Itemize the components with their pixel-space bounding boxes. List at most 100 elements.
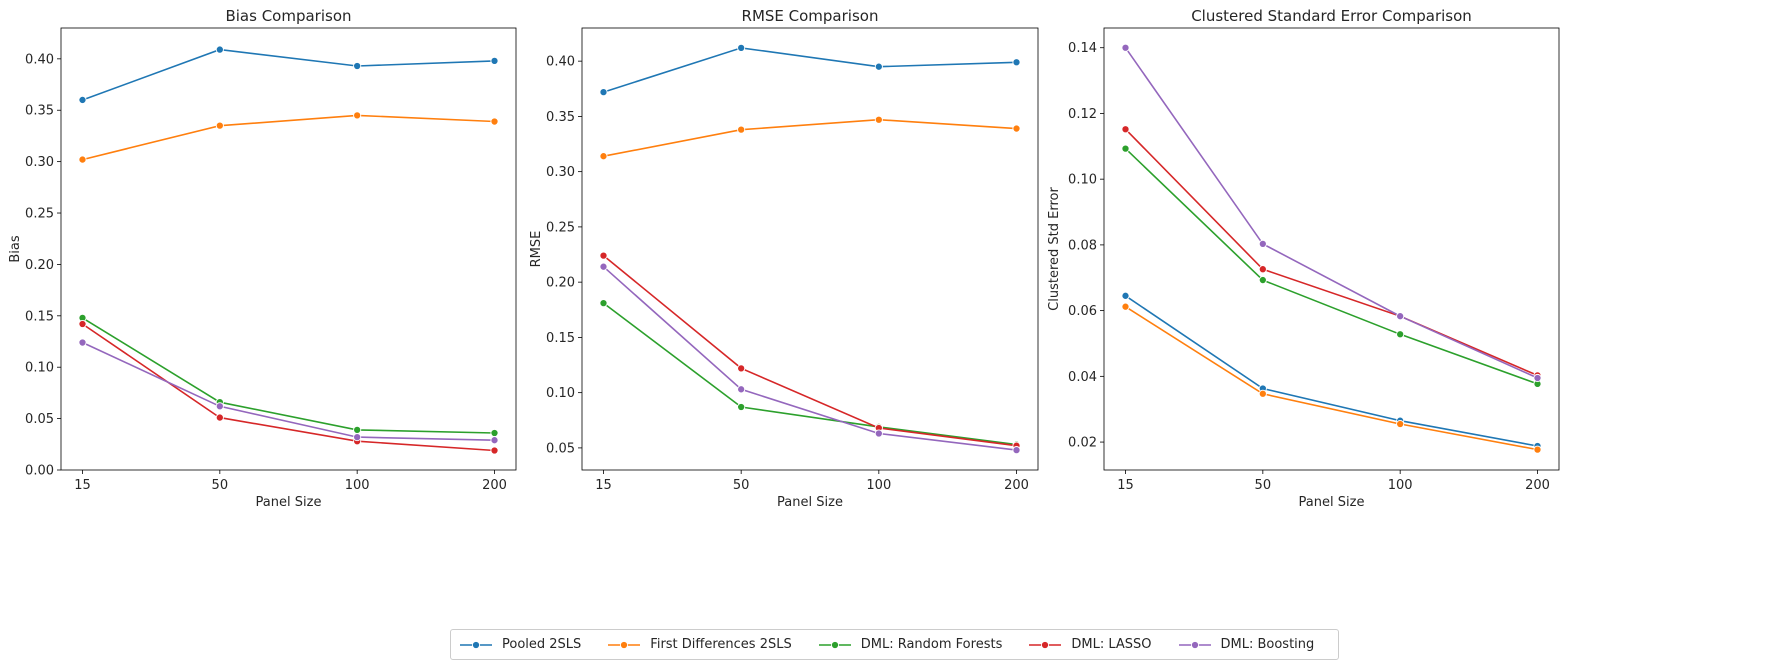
data-point [1012, 124, 1021, 133]
legend-label: First Differences 2SLS [650, 637, 792, 652]
data-point [1121, 291, 1130, 300]
series-line-3 [1124, 148, 1538, 385]
y-tick-label: 0.05 [546, 441, 575, 456]
y-tick-label: 0.02 [1068, 436, 1097, 451]
data-point [1258, 265, 1267, 274]
data-point [490, 428, 499, 438]
legend-label: Pooled 2SLS [502, 637, 582, 652]
x-tick-label: 100 [1388, 478, 1413, 493]
series-line-1 [82, 48, 495, 101]
x-tick-label: 100 [345, 478, 370, 493]
x-tick-label: 15 [1117, 478, 1134, 493]
y-tick-label: 0.05 [25, 412, 54, 427]
legend-item: DML: Boosting [1178, 637, 1315, 652]
legend-label: DML: Boosting [1220, 637, 1315, 652]
data-point [490, 446, 499, 455]
x-axis-label: Panel Size [1299, 495, 1365, 510]
y-axis-label: Bias [8, 235, 23, 262]
data-point [490, 56, 499, 65]
data-point [78, 95, 87, 105]
legend-item: Pooled 2SLS [459, 637, 581, 652]
series-line-4 [602, 254, 1017, 447]
data-point [353, 61, 362, 71]
legend-item: DML: LASSO [1028, 637, 1152, 652]
x-tick-label: 50 [212, 478, 229, 493]
data-point [1012, 58, 1021, 67]
data-point [215, 45, 224, 54]
x-tick-label: 100 [866, 478, 891, 493]
data-point [737, 385, 746, 394]
legend-swatch [1178, 640, 1211, 649]
data-point [490, 436, 499, 445]
series-line-4 [1124, 128, 1538, 377]
data-point [599, 299, 608, 308]
data-point [215, 413, 224, 422]
data-point [1396, 312, 1405, 321]
series-line-1 [1125, 295, 1538, 447]
y-tick-label: 0.25 [546, 220, 575, 235]
x-tick-label: 50 [733, 478, 750, 493]
y-axis-label: RMSE [529, 231, 544, 268]
legend-item: DML: Random Forests [818, 637, 1002, 652]
legend-swatch [608, 640, 641, 649]
data-point [599, 88, 608, 97]
legend-swatch [460, 640, 492, 649]
y-axis-label: Clustered Std Error [1047, 187, 1062, 311]
data-point [1121, 144, 1130, 153]
y-tick-label: 0.08 [1068, 238, 1097, 253]
data-point [353, 111, 362, 120]
chart-panel-1: Bias Comparison 15 50 100 200 0.00 0.05 0.10 0.1… [8, 7, 517, 510]
legend: Pooled 2SLS First Differences 2SLS DML: Ra… [450, 629, 1339, 660]
y-tick-label: 0.10 [25, 361, 54, 376]
data-point [1396, 419, 1405, 429]
series-line-5 [1124, 47, 1538, 379]
data-point [599, 152, 608, 161]
data-point [1012, 446, 1021, 455]
y-tick-label: 0.35 [25, 104, 54, 119]
data-point [490, 117, 499, 126]
chart-panel-3: Clustered Standard Error Comparison 15 50 1… [1047, 7, 1560, 510]
y-tick-label: 0.30 [25, 155, 54, 170]
x-tick-label: 15 [74, 478, 91, 493]
axes-frame [60, 27, 517, 471]
axes-frame [1103, 27, 1560, 471]
data-point [78, 338, 87, 347]
series-line-2 [82, 114, 495, 161]
y-tick-label: 0.14 [1068, 41, 1097, 56]
data-point [737, 125, 746, 134]
data-point [1258, 276, 1267, 285]
data-point [1258, 389, 1267, 398]
y-tick-label: 0.40 [25, 52, 54, 67]
axes-frame [581, 27, 1039, 471]
data-point [737, 43, 746, 52]
series-line-2 [1125, 306, 1538, 451]
series-line-3 [603, 302, 1017, 446]
legend-swatch [818, 640, 851, 649]
x-tick-label: 50 [1255, 478, 1272, 493]
x-tick-label: 200 [1525, 478, 1550, 493]
y-tick-label: 0.30 [546, 165, 575, 180]
series-line-5 [82, 341, 495, 441]
chart-title: Bias Comparison [225, 7, 351, 25]
data-point [874, 115, 883, 124]
data-point [599, 262, 608, 271]
y-tick-label: 0.06 [1068, 304, 1097, 319]
legend-swatch [1029, 640, 1062, 649]
data-point [1533, 373, 1542, 383]
data-point [874, 429, 883, 438]
y-tick-label: 0.04 [1068, 370, 1097, 385]
y-tick-label: 0.00 [25, 464, 54, 479]
data-point [353, 433, 362, 442]
series-line-5 [602, 266, 1017, 451]
x-tick-label: 15 [595, 478, 612, 493]
y-tick-label: 0.10 [546, 386, 575, 401]
data-point [1258, 239, 1267, 248]
y-tick-label: 0.20 [25, 258, 54, 273]
legend-item: First Differences 2SLS [607, 637, 792, 652]
x-axis-label: Panel Size [256, 495, 322, 510]
data-point [1396, 330, 1405, 339]
y-tick-label: 0.15 [546, 331, 575, 346]
legend-label: DML: LASSO [1071, 637, 1152, 652]
data-point [78, 155, 87, 164]
